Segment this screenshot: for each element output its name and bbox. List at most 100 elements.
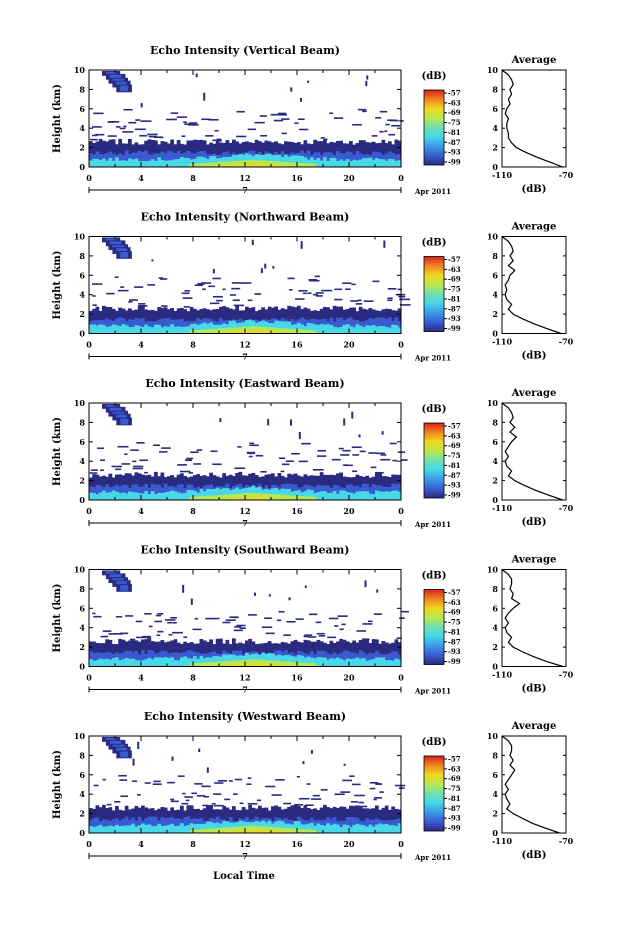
average-profile-line: [501, 402, 563, 501]
colorbar-tick-label: -75: [448, 451, 461, 460]
y-tick-label: 10: [74, 565, 86, 575]
y-tick-label: 2: [79, 809, 85, 819]
colorbar-tick-label: -75: [448, 118, 461, 127]
average-frame: [501, 735, 567, 834]
avg-y-tick-label: 4: [492, 290, 498, 300]
y-tick-label: 0: [79, 662, 85, 672]
y-tick-label: 10: [74, 398, 86, 408]
x-tick-label: 0: [398, 340, 404, 350]
y-tick-label: 8: [79, 417, 85, 427]
y-tick-label: 6: [79, 437, 85, 447]
average-frame: [501, 69, 567, 168]
colorbar-tick-label: -63: [448, 431, 461, 440]
x-tick-label: 0: [398, 173, 404, 183]
y-tick-label: 2: [79, 309, 85, 319]
panel-title: Echo Intensity (Eastward Beam): [145, 377, 344, 390]
x-tick-label: 20: [343, 506, 355, 516]
avg-x-tick-label: -110: [492, 337, 512, 347]
colorbar-tick-label: -93: [448, 647, 461, 656]
avg-y-tick-label: 0: [492, 662, 498, 672]
panel-title: Echo Intensity (Vertical Beam): [150, 44, 340, 57]
x-tick-label: 20: [343, 839, 355, 849]
avg-y-tick-label: 2: [492, 809, 498, 819]
y-tick-label: 8: [79, 84, 85, 94]
average-frame: [501, 569, 567, 667]
colorbar: [423, 589, 445, 665]
x-tick-label: 4: [138, 839, 144, 849]
date-day: 7: [242, 185, 248, 195]
x-tick-label: 8: [190, 839, 196, 849]
y-axis-label: Height (km): [52, 417, 63, 486]
y-tick-label: 8: [79, 251, 85, 261]
colorbar-tick-label: -87: [448, 471, 461, 480]
y-tick-label: 0: [79, 828, 85, 838]
avg-y-tick-label: 4: [492, 789, 498, 799]
colorbar-unit: (dB): [422, 404, 447, 415]
y-tick-label: 8: [79, 750, 85, 760]
x-tick-label: 4: [138, 673, 144, 683]
avg-x-tick-label: -110: [492, 503, 512, 513]
colorbar: [423, 422, 445, 499]
avg-x-tick-label: -110: [492, 670, 512, 680]
avg-y-tick-label: 6: [492, 770, 498, 780]
y-tick-label: 4: [79, 789, 85, 799]
date-label: Apr 2011: [414, 187, 451, 196]
x-tick-label: 8: [190, 506, 196, 516]
average-title: Average: [511, 721, 557, 732]
avg-x-axis-label: (dB): [522, 184, 547, 195]
avg-x-tick-label: -70: [559, 503, 574, 513]
avg-y-tick-label: 2: [492, 476, 498, 486]
panel-title: Echo Intensity (Southward Beam): [141, 544, 350, 557]
x-tick-label: 12: [239, 340, 250, 350]
colorbar-tick-label: -63: [448, 598, 461, 607]
x-tick-label: 20: [343, 673, 355, 683]
y-tick-label: 2: [79, 642, 85, 652]
y-tick-label: 10: [74, 65, 86, 75]
colorbar-tick-label: -81: [448, 128, 461, 137]
colorbar-tick-label: -75: [448, 618, 461, 627]
avg-y-tick-label: 2: [492, 642, 498, 652]
panel-1: Echo Intensity (Vertical Beam) 0 2 4 6 8 10 Hei…: [52, 44, 574, 196]
y-tick-label: 4: [79, 290, 85, 300]
y-tick-label: 4: [79, 123, 85, 133]
y-tick-label: 6: [79, 104, 85, 114]
average-profile-line: [501, 236, 562, 335]
colorbar-tick-label: -57: [448, 89, 461, 98]
avg-y-tick-label: 10: [487, 565, 499, 575]
colorbar-tick-label: -87: [448, 304, 461, 313]
colorbar-tick-label: -81: [448, 461, 461, 470]
colorbar-tick-label: -69: [448, 774, 461, 783]
y-axis-label: Height (km): [52, 84, 63, 153]
date-day: 7: [242, 851, 248, 861]
colorbar-tick-label: -69: [448, 608, 461, 617]
x-tick-label: 0: [86, 673, 92, 683]
avg-y-tick-label: 8: [492, 84, 498, 94]
x-tick-label: 8: [190, 340, 196, 350]
x-tick-label: 0: [398, 673, 404, 683]
colorbar-tick-label: -93: [448, 314, 461, 323]
avg-x-tick-label: -70: [559, 670, 574, 680]
x-tick-label: 0: [86, 506, 92, 516]
avg-y-tick-label: 4: [492, 623, 498, 633]
x-axis-label: Local Time: [213, 871, 275, 882]
y-tick-label: 4: [79, 456, 85, 466]
x-tick-label: 20: [343, 340, 355, 350]
heatmap-field: [89, 237, 411, 334]
colorbar-tick-label: -57: [448, 422, 461, 431]
avg-y-tick-label: 10: [487, 65, 499, 75]
panel-3: Echo Intensity (Eastward Beam) 0 2 4 6 8 10 Hei…: [52, 377, 574, 529]
avg-x-axis-label: (dB): [522, 850, 547, 861]
average-profile-line: [501, 69, 564, 168]
x-tick-label: 16: [291, 506, 303, 516]
x-tick-label: 0: [86, 340, 92, 350]
y-tick-label: 2: [79, 143, 85, 153]
colorbar-tick-label: -99: [448, 491, 461, 500]
average-title: Average: [511, 555, 557, 566]
avg-x-tick-label: -70: [559, 170, 574, 180]
x-tick-label: 8: [190, 673, 196, 683]
y-axis-label: Height (km): [52, 251, 63, 320]
x-tick-label: 4: [138, 340, 144, 350]
colorbar-tick-label: -81: [448, 794, 461, 803]
panel-2: Echo Intensity (Northward Beam) 0 2 4 6 8 10 He…: [52, 211, 574, 363]
date-label: Apr 2011: [414, 687, 451, 696]
